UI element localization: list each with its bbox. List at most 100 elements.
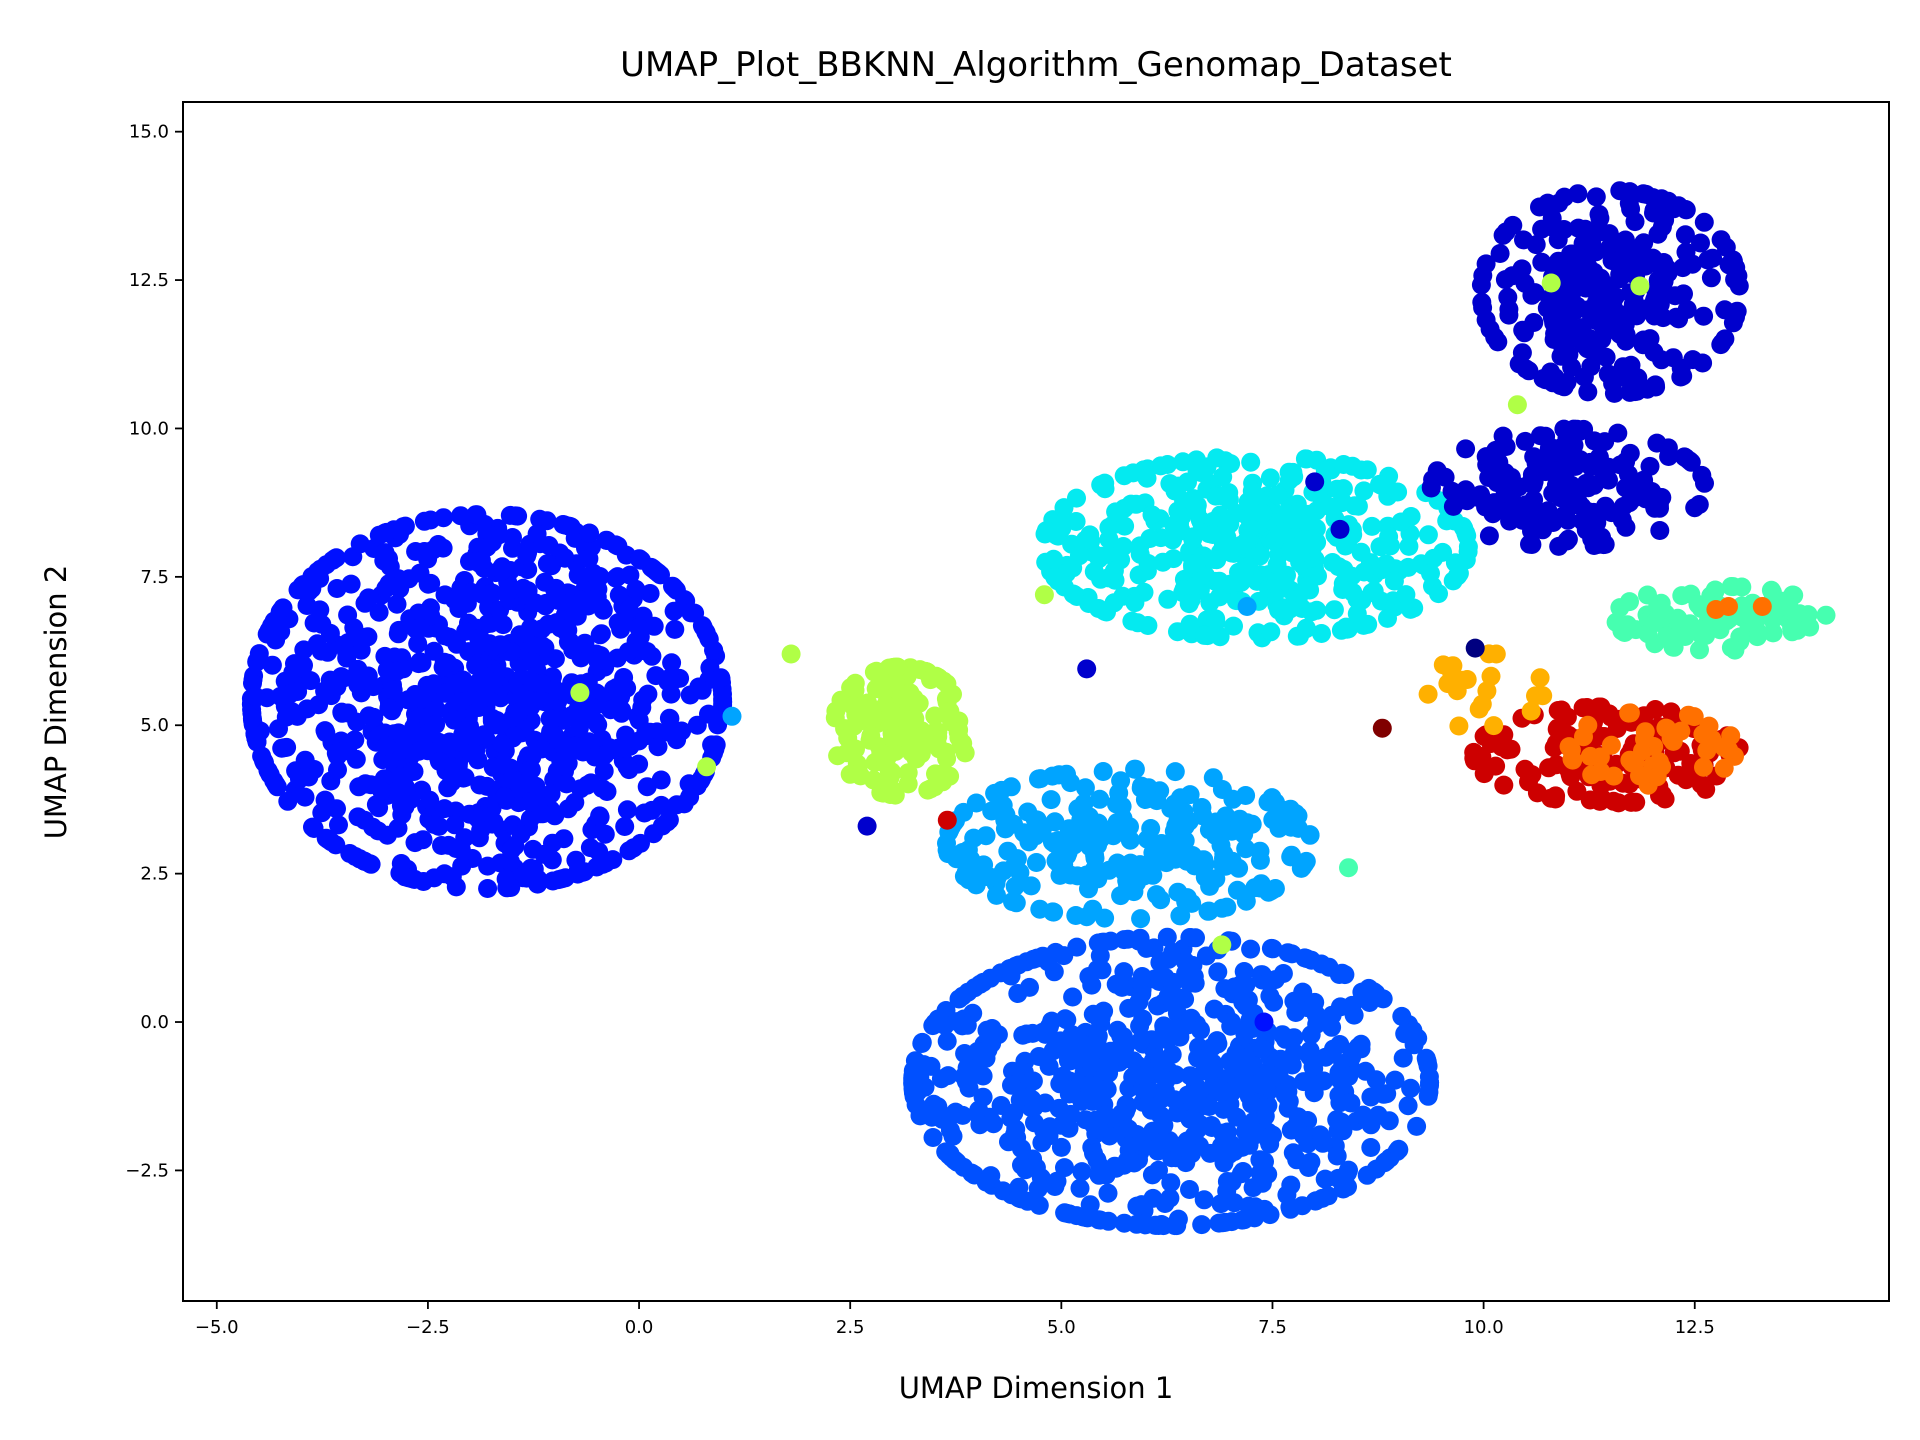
scatter-point [1125,759,1145,779]
scatter-point [1638,624,1658,644]
scatter-point [1651,599,1671,619]
scatter-point [1263,810,1283,830]
scatter-point [614,668,634,687]
scatter-point [1343,582,1363,602]
scatter-point [1173,837,1193,857]
scatter-point [527,524,547,544]
scatter-point [966,1057,986,1077]
scatter-point [976,1172,996,1192]
scatter-point [1537,505,1557,524]
scatter-point [295,750,315,770]
scatter-point [478,614,498,634]
scatter-point [1391,512,1411,532]
scatter-point [1634,233,1654,253]
scatter-point [921,670,940,690]
scatter-point [1057,1203,1077,1223]
scatter-point [1130,1016,1150,1036]
scatter-point [1045,812,1065,832]
scatter-point [588,651,608,671]
scatter-point [1719,597,1738,616]
scatter-point [1416,1048,1436,1068]
scatter-point [1525,283,1545,303]
scatter-point [1606,612,1626,632]
scatter-point [1104,593,1124,613]
scatter-point [981,968,1000,988]
scatter-point [1061,1104,1081,1124]
scatter-point [297,699,317,719]
scatter-point [1119,1119,1138,1139]
scatter-point [1027,948,1047,968]
scatter-point [1676,770,1696,790]
scatter-point [1507,395,1527,415]
scatter-point [1080,821,1100,841]
scatter-point [1675,627,1695,646]
scatter-point [1683,350,1703,370]
scatter-point [1564,419,1584,439]
y-axis-label: UMAP Dimension 2 [39,565,73,840]
scatter-point [885,657,905,677]
scatter-point [1008,955,1028,975]
scatter-point [1043,1041,1063,1061]
scatter-point [898,763,918,783]
scatter-point [1532,252,1552,272]
scatter-point [1652,189,1672,209]
scatter-point [1509,354,1529,374]
scatter-point [1223,980,1243,1000]
scatter-point [1444,511,1464,531]
scatter-point [1546,786,1566,806]
scatter-point [1314,1071,1334,1091]
scatter-point [1339,1066,1359,1086]
scatter-point [1725,640,1745,660]
scatter-point [1114,466,1134,486]
scatter-point [1059,1118,1079,1138]
scatter-point [554,829,574,849]
scatter-point [1421,563,1440,583]
scatter-point [1152,1215,1171,1234]
scatter-point [704,640,724,660]
scatter-point [1185,576,1205,596]
scatter-point [637,777,657,797]
scatter-point [1548,701,1568,720]
scatter-point [1079,594,1099,613]
scatter-point [456,621,476,641]
scatter-point [482,708,502,728]
scatter-point [1616,331,1636,351]
scatter-point [1327,1110,1347,1130]
scatter-point [1370,537,1390,557]
scatter-point [629,731,649,751]
scatter-point [1469,699,1489,719]
scatter-point [453,768,473,788]
scatter-point [467,505,487,525]
scatter-point [1681,452,1701,472]
scatter-point [555,868,575,888]
scatter-point [1650,521,1670,540]
scatter-point [1018,1191,1038,1211]
scatter-point [477,524,497,544]
scatter-point [1557,372,1577,392]
scatter-point [1456,480,1476,500]
scatter-point [1306,1005,1326,1025]
scatter-point [1222,854,1242,874]
scatter-point [923,1104,943,1124]
scatter-point [603,850,623,870]
scatter-point [340,844,360,863]
scatter-point [1125,593,1145,613]
scatter-point [1762,582,1782,602]
scatter-point [1035,524,1055,544]
scatter-point [1091,1008,1111,1028]
scatter-point [1694,212,1714,232]
scatter-point [1033,1022,1053,1042]
scatter-point [1114,1213,1134,1233]
scatter-point [1315,1169,1335,1189]
scatter-point [1553,339,1573,359]
scatter-point [1106,974,1126,994]
scatter-point [1711,230,1731,250]
scatter-point [1204,1059,1224,1079]
scatter-point [1242,1094,1262,1114]
scatter-point [1691,599,1711,619]
scatter-point [1574,727,1593,747]
scatter-point [1113,1027,1133,1047]
scatter-point [1188,1048,1208,1068]
scatter-point [1635,729,1654,749]
scatter-point [1279,462,1299,482]
